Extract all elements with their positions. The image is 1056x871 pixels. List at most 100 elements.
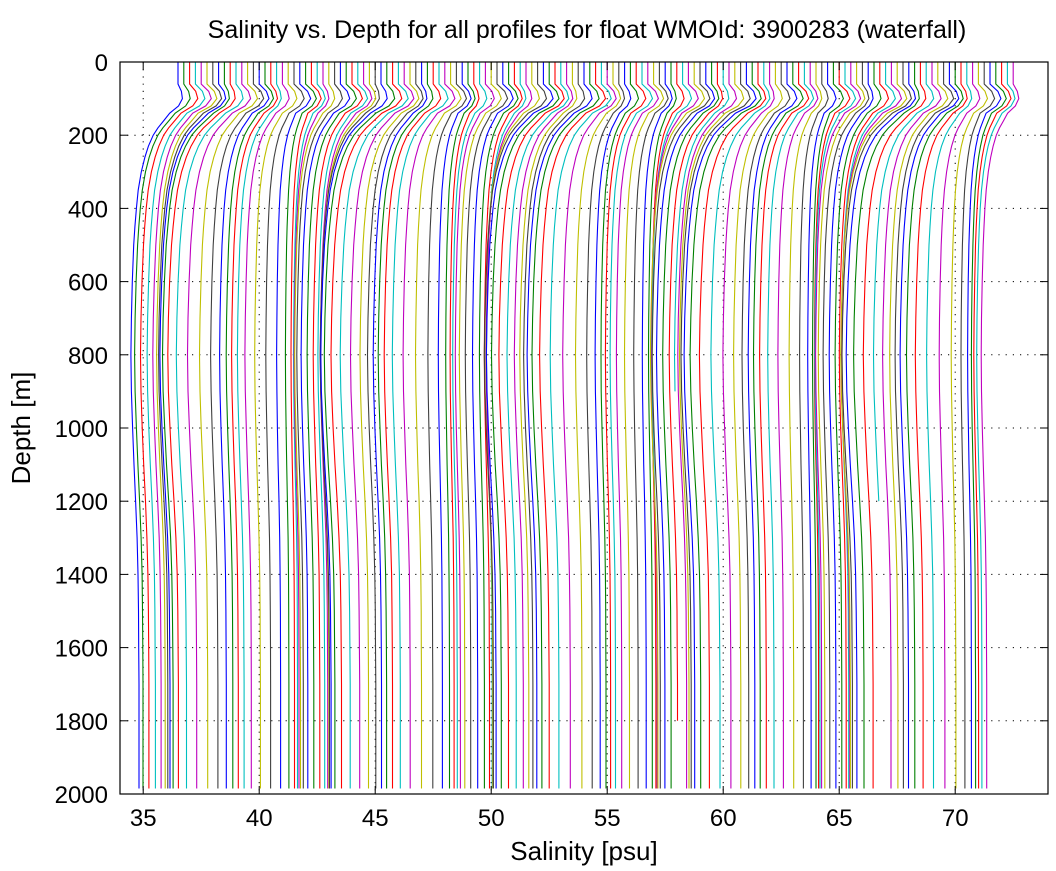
y-tick-label: 1800 bbox=[55, 709, 108, 736]
salinity-profile-line bbox=[513, 62, 574, 789]
salinity-profile-line bbox=[689, 62, 762, 789]
salinity-profile-line bbox=[811, 62, 845, 789]
salinity-profiles bbox=[130, 62, 1020, 789]
salinity-profile-line bbox=[427, 62, 468, 789]
salinity-profile-line bbox=[894, 62, 955, 789]
y-tick-label: 1600 bbox=[55, 636, 108, 663]
salinity-profile-line bbox=[741, 62, 791, 789]
salinity-profile-line bbox=[319, 62, 380, 789]
salinity-profile-line bbox=[464, 62, 509, 789]
salinity-profile-line bbox=[647, 62, 677, 789]
salinity-profile-line bbox=[490, 62, 560, 789]
salinity-profile-line bbox=[807, 62, 837, 789]
salinity-profile-line bbox=[562, 62, 617, 789]
salinity-profile-line bbox=[600, 62, 640, 789]
salinity-profile-line bbox=[265, 62, 305, 789]
salinity-profile-line bbox=[623, 62, 665, 789]
salinity-profile-line bbox=[759, 62, 810, 789]
salinity-profile-line bbox=[175, 62, 244, 789]
salinity-profile-line bbox=[882, 62, 942, 789]
salinity-profile-line bbox=[498, 62, 565, 789]
salinity-profile-line bbox=[574, 62, 622, 789]
salinity-profile-line bbox=[668, 62, 724, 721]
salinity-profile-line bbox=[383, 62, 442, 789]
salinity-profile-line bbox=[526, 62, 593, 789]
salinity-profile-line bbox=[722, 62, 775, 789]
y-axis-label: Depth [m] bbox=[6, 372, 36, 485]
salinity-profile-line bbox=[254, 62, 298, 789]
salinity-profile-line bbox=[471, 62, 514, 789]
salinity-profile-line bbox=[290, 62, 322, 789]
salinity-profile-line bbox=[840, 62, 908, 789]
salinity-profile-line bbox=[905, 62, 964, 789]
salinity-profile-line bbox=[130, 62, 183, 789]
salinity-profile-line bbox=[752, 62, 804, 789]
salinity-profile-line bbox=[372, 62, 428, 789]
salinity-profile-line bbox=[862, 62, 927, 789]
salinity-profile-line bbox=[822, 62, 870, 789]
salinity-profile-line bbox=[649, 62, 706, 789]
axis-ticks: 35 40 45 50 55 60 65 70 0 200 400 600 800 1000 1200 140… bbox=[55, 50, 1048, 832]
y-tick-label: 0 bbox=[95, 50, 108, 77]
salinity-profile-line bbox=[339, 62, 409, 789]
salinity-profile-line bbox=[506, 62, 570, 789]
salinity-profile-line bbox=[813, 62, 851, 789]
y-tick-label: 800 bbox=[68, 343, 108, 370]
salinity-profile-line bbox=[294, 62, 336, 789]
salinity-profile-line bbox=[914, 62, 968, 789]
salinity-profile-line bbox=[377, 62, 434, 789]
salinity-profile-line bbox=[445, 62, 476, 789]
salinity-profile-line bbox=[146, 62, 206, 789]
x-tick-label: 55 bbox=[594, 805, 621, 832]
salinity-profile-line bbox=[973, 62, 1012, 789]
salinity-profile-line bbox=[980, 62, 1020, 789]
salinity-profile-line bbox=[186, 62, 252, 789]
salinity-profile-line bbox=[349, 62, 415, 789]
salinity-profile-line bbox=[586, 62, 626, 789]
x-tick-label: 45 bbox=[362, 805, 389, 832]
x-tick-label: 65 bbox=[826, 805, 853, 832]
x-tick-label: 70 bbox=[942, 805, 969, 832]
salinity-profile-line bbox=[549, 62, 612, 789]
salinity-profile-line bbox=[938, 62, 981, 789]
salinity-profile-line bbox=[236, 62, 282, 789]
y-tick-label: 1400 bbox=[55, 562, 108, 589]
y-tick-label: 1000 bbox=[55, 416, 108, 443]
x-tick-label: 60 bbox=[710, 805, 737, 832]
salinity-profile-line bbox=[680, 62, 751, 789]
salinity-profile-line bbox=[319, 62, 373, 789]
salinity-profile-line bbox=[139, 62, 199, 789]
salinity-profile-line bbox=[677, 62, 738, 789]
salinity-profile-line bbox=[767, 62, 815, 789]
salinity-profile-line bbox=[872, 62, 935, 502]
salinity-profile-line bbox=[312, 62, 364, 789]
salinity-profile-line bbox=[317, 62, 369, 789]
salinity-profile-line bbox=[159, 62, 227, 789]
salinity-profile-line bbox=[950, 62, 989, 789]
salinity-profile-line bbox=[710, 62, 771, 789]
salinity-profile-line bbox=[306, 62, 358, 789]
salinity-profile-line bbox=[483, 62, 523, 789]
salinity-profile-line bbox=[594, 62, 632, 789]
salinity-profile-line bbox=[402, 62, 456, 789]
salinity-profile-line bbox=[828, 62, 874, 789]
salinity-profile-line bbox=[673, 62, 730, 392]
salinity-profile-line bbox=[300, 62, 351, 789]
y-tick-label: 400 bbox=[68, 196, 108, 223]
salinity-profile-line bbox=[853, 62, 920, 789]
x-axis-label: Salinity [psu] bbox=[510, 836, 657, 866]
salinity-profile-line bbox=[366, 62, 424, 789]
salinity-profile-line bbox=[889, 62, 949, 789]
salinity-profile-line bbox=[834, 62, 882, 789]
salinity-profile-line bbox=[167, 62, 236, 789]
salinity-profile-line bbox=[478, 62, 519, 789]
salinity-profile-line bbox=[788, 62, 823, 789]
salinity-profile-line bbox=[609, 62, 654, 789]
salinity-profile-line bbox=[198, 62, 259, 789]
salinity-profile-line bbox=[293, 62, 330, 789]
salinity-profile-line bbox=[359, 62, 420, 789]
salinity-profile-line bbox=[323, 62, 396, 789]
salinity-profile-line bbox=[219, 62, 270, 789]
y-tick-label: 1200 bbox=[55, 489, 108, 516]
salinity-profile-line bbox=[210, 62, 265, 789]
